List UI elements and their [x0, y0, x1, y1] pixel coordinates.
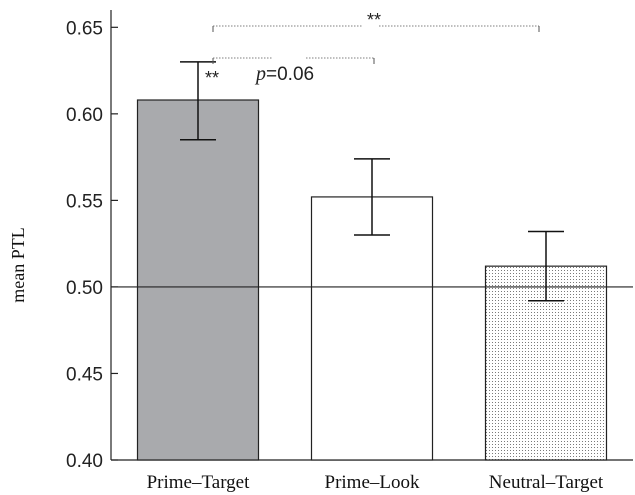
category-labels: Prime–Target Prime–Look Neutral–Target — [147, 472, 604, 493]
category-label: Prime–Look — [325, 472, 420, 493]
significance-annotations: ** p=0.06 ** — [205, 10, 540, 88]
y-ticks: 0.40 0.45 0.50 0.55 0.60 0.65 — [66, 18, 118, 472]
y-tick-label: 0.60 — [66, 105, 103, 126]
y-tick-label: 0.50 — [66, 278, 103, 299]
y-tick-label: 0.40 — [66, 451, 103, 472]
bar-2 — [310, 196, 434, 461]
y-tick-label: 0.45 — [66, 364, 103, 385]
y-axis-label: mean PTL — [8, 227, 28, 302]
y-tick-label: 0.55 — [66, 191, 103, 212]
bar-1 — [136, 99, 260, 461]
bars — [136, 99, 608, 461]
category-label: Neutral–Target — [489, 472, 604, 493]
comparison-1-3-stars: ** — [367, 10, 381, 30]
comparison-1-2-p-value: p=0.06 — [254, 63, 314, 85]
y-tick-label: 0.65 — [66, 18, 103, 39]
error-bars — [180, 61, 564, 302]
bar1-significance-stars: ** — [205, 68, 219, 88]
category-label: Prime–Target — [147, 472, 251, 493]
